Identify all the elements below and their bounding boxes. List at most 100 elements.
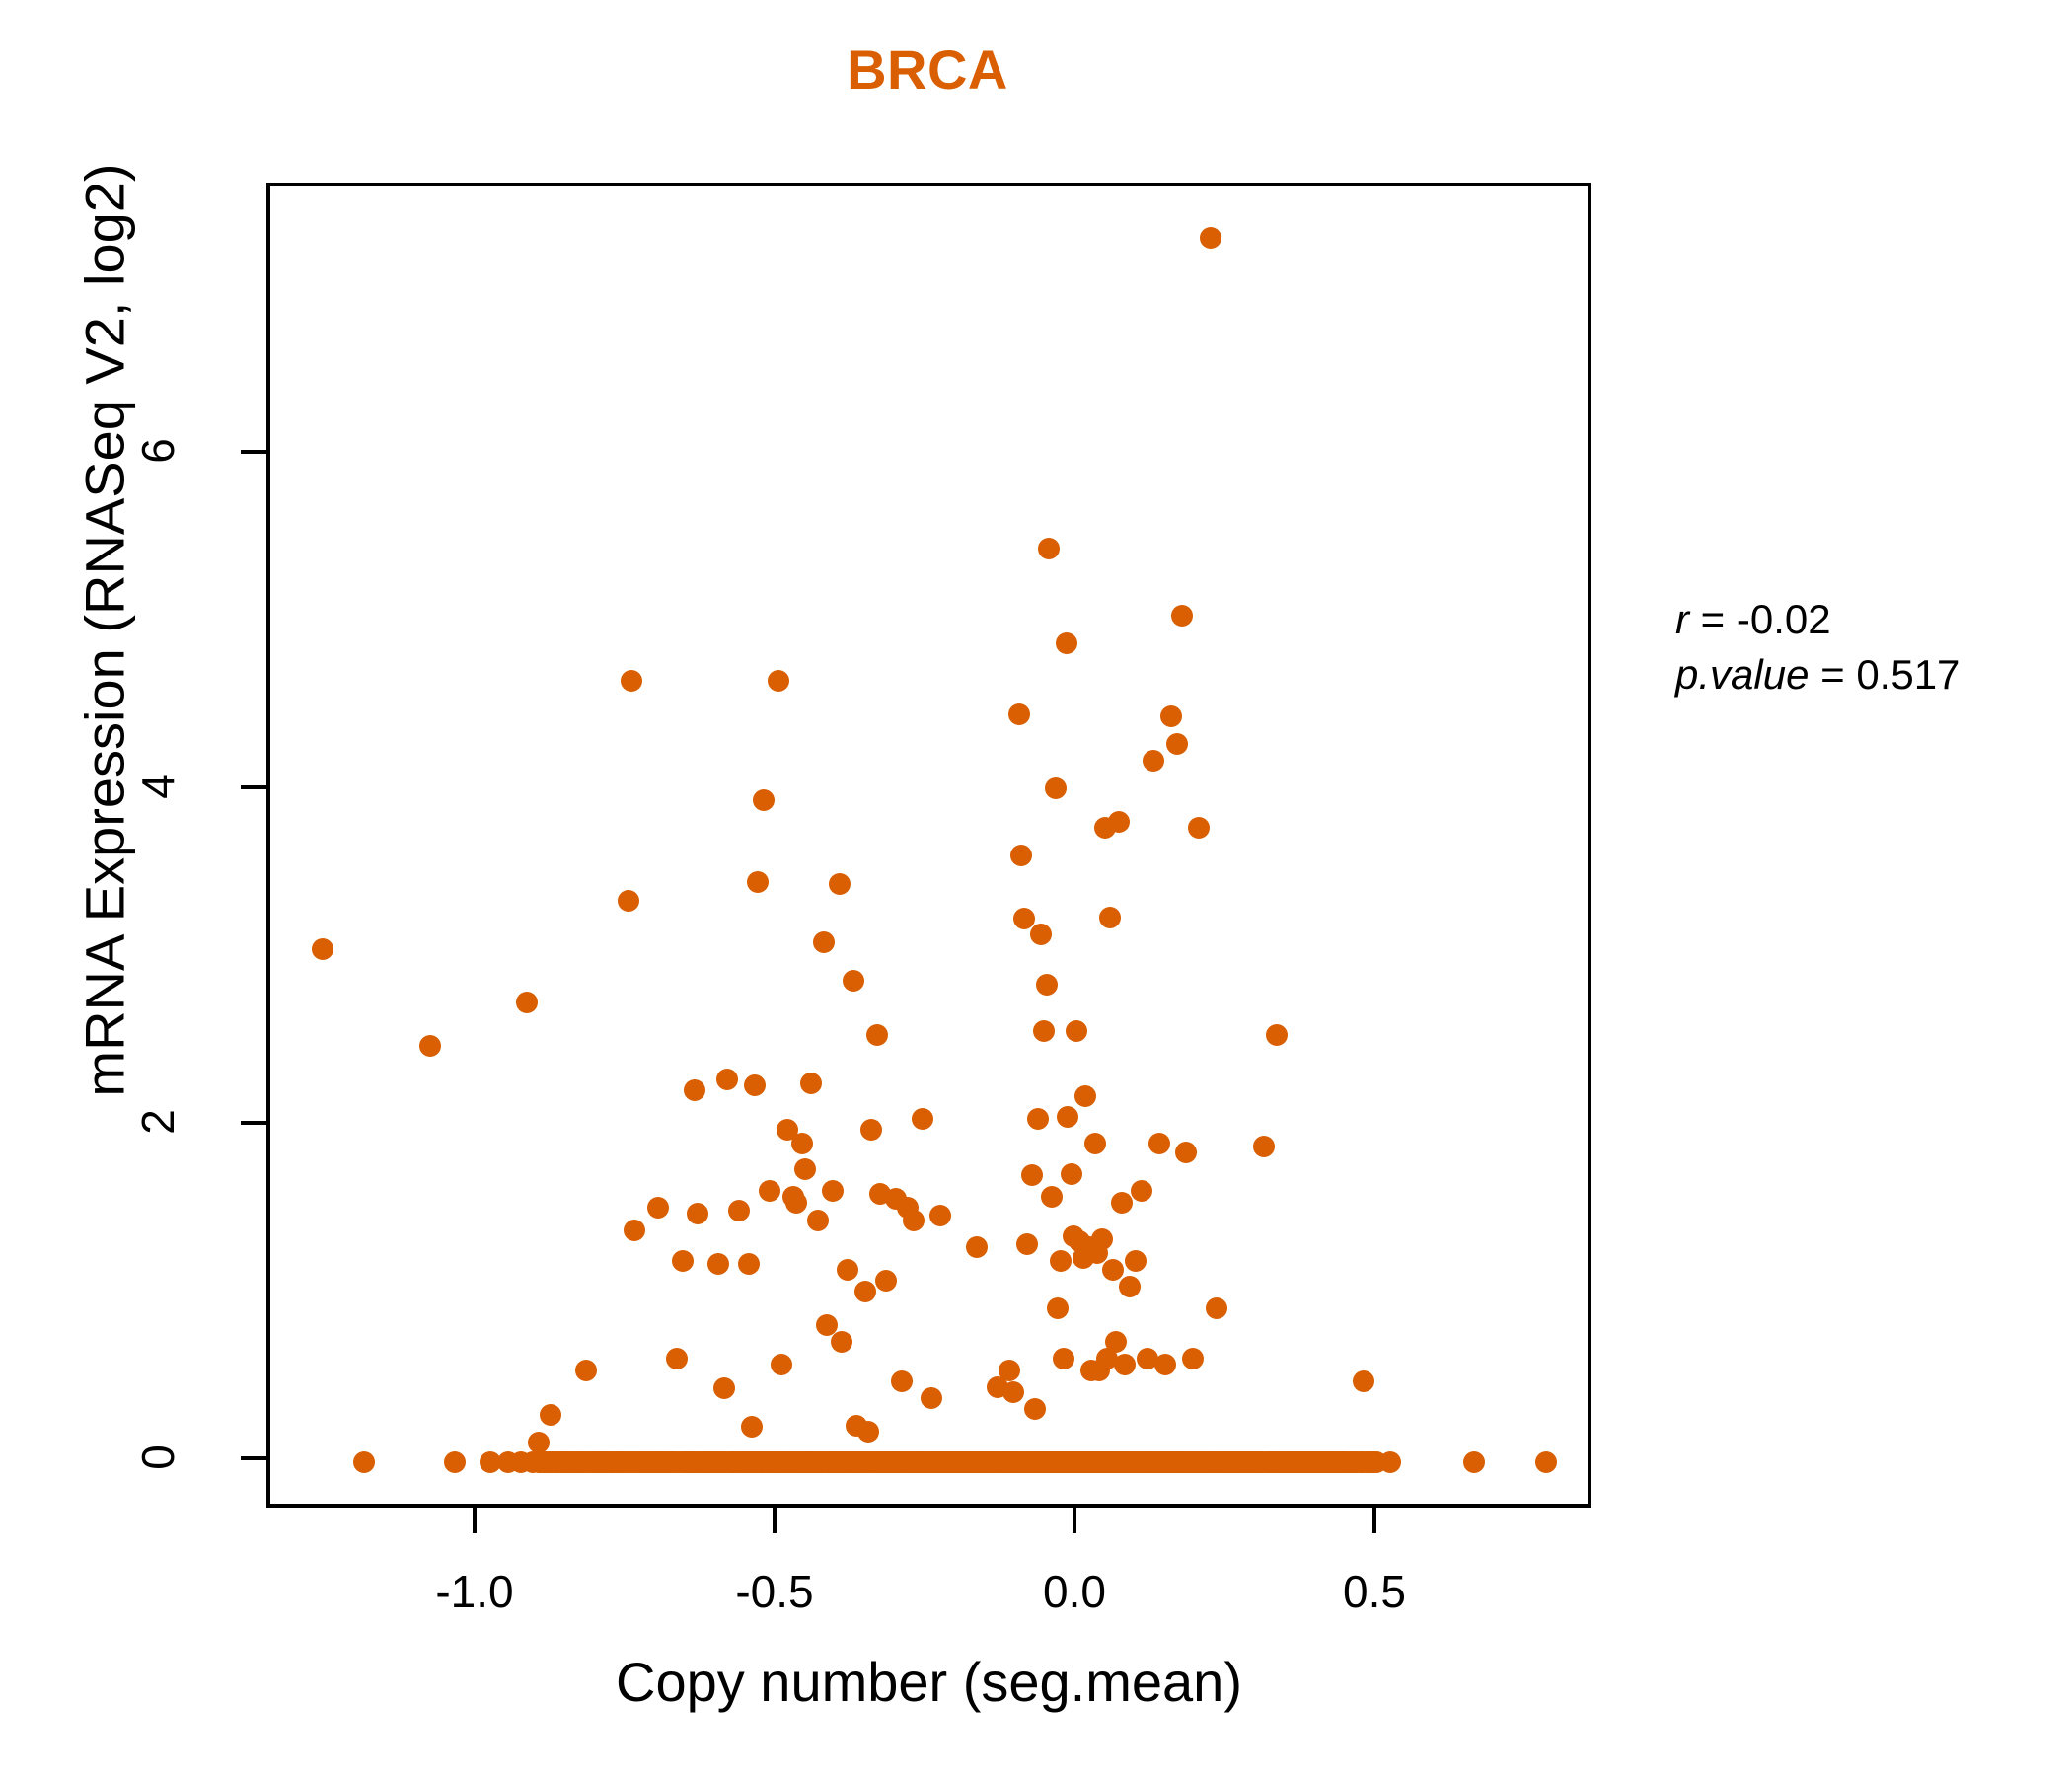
data-point: [1084, 1133, 1107, 1154]
data-point: [1154, 1354, 1177, 1376]
data-point: [1074, 1085, 1097, 1108]
data-point: [1096, 1347, 1119, 1369]
data-point: [419, 1035, 442, 1058]
data-point: [1040, 1186, 1063, 1209]
plot-data-area: [270, 186, 1588, 1504]
data-point: [1205, 1296, 1227, 1319]
data-point: [1057, 1105, 1079, 1128]
data-point: [921, 1387, 943, 1410]
data-point: [1002, 1380, 1025, 1403]
data-point: [1365, 1451, 1387, 1473]
data-point: [1130, 1179, 1152, 1202]
data-point: [758, 1179, 780, 1202]
y-axis-tick-label: 2: [132, 1109, 184, 1135]
data-point: [707, 1253, 730, 1276]
data-point: [480, 1451, 502, 1473]
data-point: [1030, 923, 1053, 945]
data-point: [806, 1210, 829, 1232]
data-point: [1024, 1397, 1047, 1420]
x-axis-tick: [1073, 1508, 1076, 1533]
data-point: [866, 1023, 889, 1046]
pvalue-line: p.value = 0.517: [1675, 647, 1960, 703]
data-point: [1265, 1023, 1288, 1046]
x-axis-tick-label: -1.0: [435, 1566, 514, 1617]
data-point: [771, 1354, 793, 1376]
data-point: [1108, 810, 1131, 833]
data-point: [1013, 908, 1036, 930]
data-point: [716, 1069, 739, 1091]
data-point: [1114, 1354, 1137, 1376]
data-point: [575, 1359, 598, 1381]
p-equals: =: [1809, 651, 1857, 699]
y-axis-tick-label: 4: [132, 774, 184, 799]
data-point: [1032, 1020, 1055, 1043]
data-point: [965, 1236, 988, 1259]
y-axis-tick: [241, 1121, 266, 1125]
data-point: [1049, 1250, 1072, 1272]
data-point: [752, 788, 775, 811]
data-point: [1253, 1136, 1276, 1158]
data-point: [1352, 1370, 1374, 1393]
data-point: [854, 1280, 877, 1302]
y-axis-label: mRNA Expression (RNASeq V2, log2): [73, 163, 136, 1097]
data-point: [1091, 1227, 1114, 1250]
data-point: [1060, 1162, 1082, 1185]
data-point: [791, 1133, 814, 1154]
data-point: [1124, 1250, 1147, 1272]
data-point: [743, 1073, 766, 1096]
data-point: [1055, 632, 1077, 655]
data-point: [1046, 1296, 1069, 1319]
y-axis-tick: [241, 785, 266, 789]
data-point: [1118, 1275, 1141, 1297]
data-point: [1463, 1451, 1486, 1473]
data-point: [497, 1451, 520, 1473]
data-point: [1026, 1107, 1049, 1130]
x-axis-tick: [773, 1508, 777, 1533]
plot-frame: [266, 183, 1591, 1508]
data-point: [353, 1451, 376, 1473]
data-point: [515, 992, 538, 1014]
r-equals: =: [1689, 596, 1737, 642]
x-axis-tick-label: 0.5: [1343, 1566, 1406, 1617]
data-point: [800, 1072, 823, 1094]
data-point: [621, 669, 643, 692]
data-point: [999, 1359, 1021, 1381]
data-point: [1098, 906, 1121, 928]
data-point: [686, 1203, 708, 1225]
data-point: [843, 970, 864, 993]
data-point: [1136, 1347, 1158, 1369]
data-point: [665, 1347, 688, 1369]
data-point: [875, 1270, 898, 1293]
y-axis-tick: [241, 450, 266, 454]
data-point: [1160, 704, 1183, 727]
data-point: [830, 1330, 852, 1353]
data-point: [1036, 973, 1059, 996]
data-point: [860, 1119, 883, 1142]
data-point: [1535, 1451, 1558, 1473]
x-axis-tick-label: -0.5: [735, 1566, 814, 1617]
data-point: [1044, 777, 1067, 799]
data-point: [1008, 703, 1031, 725]
data-point: [857, 1421, 880, 1443]
data-point: [829, 872, 851, 895]
data-point: [443, 1451, 466, 1473]
data-point: [527, 1431, 550, 1453]
page-title: BRCA: [847, 38, 1008, 101]
p-symbol: p.value: [1675, 651, 1810, 699]
data-point: [794, 1157, 817, 1180]
data-point: [768, 669, 789, 692]
data-point: [911, 1107, 933, 1130]
data-point: [1104, 1330, 1127, 1353]
statistics-annotation: r = -0.02 p.value = 0.517: [1675, 592, 1960, 703]
data-point: [1199, 227, 1221, 249]
data-point: [1175, 1141, 1198, 1163]
data-point: [1016, 1233, 1039, 1255]
data-point: [1148, 1133, 1171, 1154]
data-point: [1181, 1347, 1204, 1369]
data-point: [683, 1078, 705, 1101]
data-point: [1010, 844, 1033, 866]
y-axis-tick-label: 6: [132, 438, 184, 464]
data-point: [1187, 817, 1210, 840]
data-point: [647, 1196, 670, 1219]
data-point: [1102, 1258, 1125, 1281]
